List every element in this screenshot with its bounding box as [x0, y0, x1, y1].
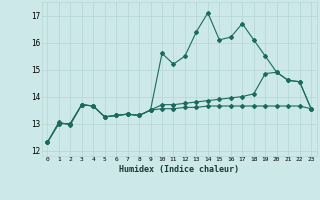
X-axis label: Humidex (Indice chaleur): Humidex (Indice chaleur)	[119, 165, 239, 174]
